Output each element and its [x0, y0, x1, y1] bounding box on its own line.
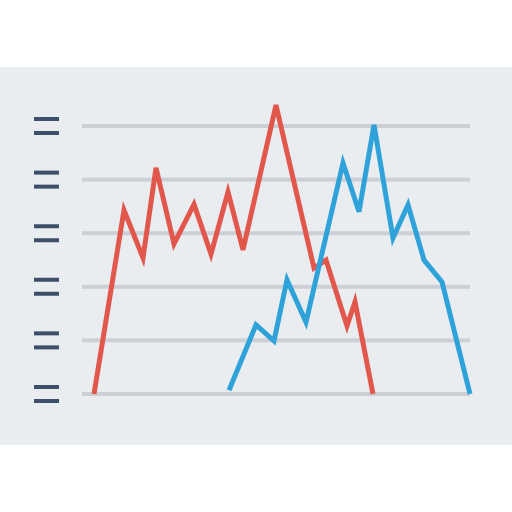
data-line	[91, 104, 376, 395]
data-line	[226, 124, 473, 395]
plot-background	[0, 67, 512, 445]
